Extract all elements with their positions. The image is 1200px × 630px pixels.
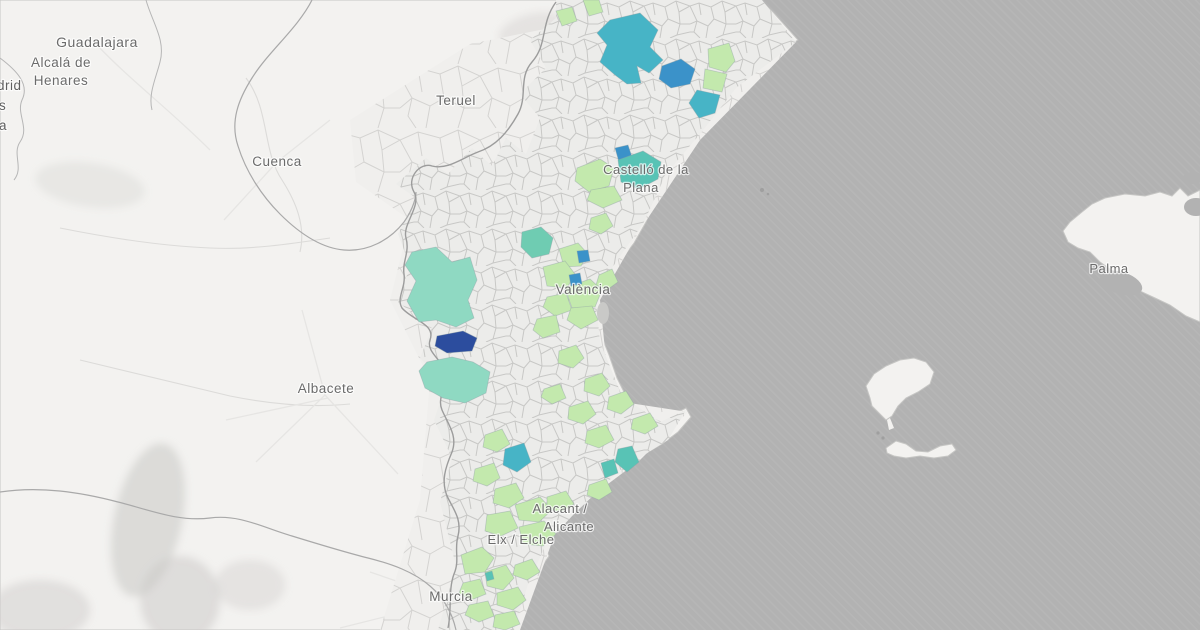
islet bbox=[881, 436, 885, 440]
municipality[interactable] bbox=[617, 150, 662, 190]
lagoon bbox=[597, 302, 609, 324]
admin-boundaries bbox=[0, 0, 557, 630]
municipality[interactable] bbox=[595, 268, 619, 291]
islet bbox=[876, 431, 880, 435]
municipality[interactable] bbox=[520, 226, 554, 259]
formentera-island bbox=[885, 440, 957, 459]
municipality[interactable] bbox=[586, 478, 613, 501]
label-alacant-line2: Alicante bbox=[544, 519, 594, 534]
municipality[interactable] bbox=[586, 185, 623, 209]
municipality[interactable] bbox=[532, 314, 561, 339]
municipality[interactable] bbox=[557, 344, 585, 369]
islands bbox=[760, 172, 1200, 459]
municipality[interactable] bbox=[458, 578, 487, 601]
label-valencia: València bbox=[556, 282, 611, 297]
label-albacete: Albacete bbox=[298, 381, 355, 396]
municipality[interactable] bbox=[702, 68, 728, 93]
label-edge-fragment-a: a bbox=[0, 118, 7, 133]
municipality[interactable] bbox=[484, 570, 495, 582]
municipality[interactable] bbox=[568, 272, 583, 287]
municipality[interactable] bbox=[574, 158, 615, 193]
label-elx: Elx / Elche bbox=[488, 532, 555, 547]
label-castello-line2: Plana bbox=[623, 180, 659, 195]
ibiza-island bbox=[865, 357, 935, 421]
municipality[interactable] bbox=[688, 89, 721, 119]
municipality[interactable] bbox=[484, 564, 515, 591]
municipality[interactable] bbox=[512, 558, 541, 581]
municipality[interactable] bbox=[482, 428, 511, 453]
municipality[interactable] bbox=[566, 305, 599, 330]
municipality[interactable] bbox=[472, 462, 501, 487]
bay bbox=[1184, 198, 1200, 216]
municipality[interactable] bbox=[630, 412, 659, 435]
choropleth-layer[interactable] bbox=[404, 0, 736, 630]
municipality[interactable] bbox=[584, 424, 615, 449]
municipality[interactable] bbox=[492, 482, 525, 509]
municipality[interactable] bbox=[404, 246, 478, 328]
municipality[interactable] bbox=[546, 490, 575, 513]
label-cuenca: Cuenca bbox=[252, 154, 302, 169]
label-alcala-line1: Alcalá de bbox=[31, 55, 91, 70]
municipality[interactable] bbox=[582, 0, 604, 17]
label-edge-fragment-s: s bbox=[0, 98, 6, 113]
label-madrid-fragment: drid bbox=[0, 78, 22, 93]
label-murcia: Murcia bbox=[429, 589, 473, 604]
municipality[interactable] bbox=[518, 520, 557, 547]
ibiza-tip bbox=[887, 418, 894, 430]
municipality[interactable] bbox=[567, 400, 597, 425]
municipality[interactable] bbox=[540, 383, 567, 405]
municipality[interactable] bbox=[542, 292, 573, 317]
municipality[interactable] bbox=[484, 510, 519, 537]
label-alacant-line1: Alacant / bbox=[532, 501, 587, 516]
municipality[interactable] bbox=[464, 600, 495, 623]
municipality[interactable] bbox=[418, 356, 491, 404]
bay bbox=[1183, 172, 1200, 184]
municipality[interactable] bbox=[492, 610, 521, 630]
municipality[interactable] bbox=[502, 442, 532, 473]
palma-bay bbox=[1099, 270, 1143, 296]
label-guadalajara: Guadalajara bbox=[56, 34, 138, 50]
municipality[interactable] bbox=[514, 496, 553, 523]
label-palma: Palma bbox=[1089, 261, 1129, 276]
columbretes-islet bbox=[766, 192, 770, 196]
municipality[interactable] bbox=[614, 445, 640, 473]
columbretes-islet bbox=[760, 188, 764, 192]
municipality[interactable] bbox=[606, 390, 635, 415]
municipality[interactable] bbox=[583, 372, 611, 397]
municipality[interactable] bbox=[658, 58, 696, 89]
municipality[interactable] bbox=[460, 546, 495, 575]
label-castello-line1: Castelló de la bbox=[603, 162, 689, 177]
place-labels: Guadalajara Alcalá de Henares drid s a C… bbox=[0, 33, 1130, 605]
municipality[interactable] bbox=[707, 42, 736, 73]
label-teruel: Teruel bbox=[436, 93, 476, 108]
label-alcala-line2: Henares bbox=[34, 73, 89, 88]
municipality[interactable] bbox=[555, 6, 578, 27]
municipality[interactable] bbox=[496, 586, 527, 611]
municipality[interactable] bbox=[600, 458, 619, 479]
mallorca-island bbox=[1062, 187, 1200, 323]
municipality[interactable] bbox=[596, 12, 664, 85]
municipality[interactable] bbox=[588, 212, 614, 235]
municipality[interactable] bbox=[564, 278, 603, 309]
municipality[interactable] bbox=[576, 249, 591, 264]
municipality[interactable] bbox=[434, 330, 478, 354]
